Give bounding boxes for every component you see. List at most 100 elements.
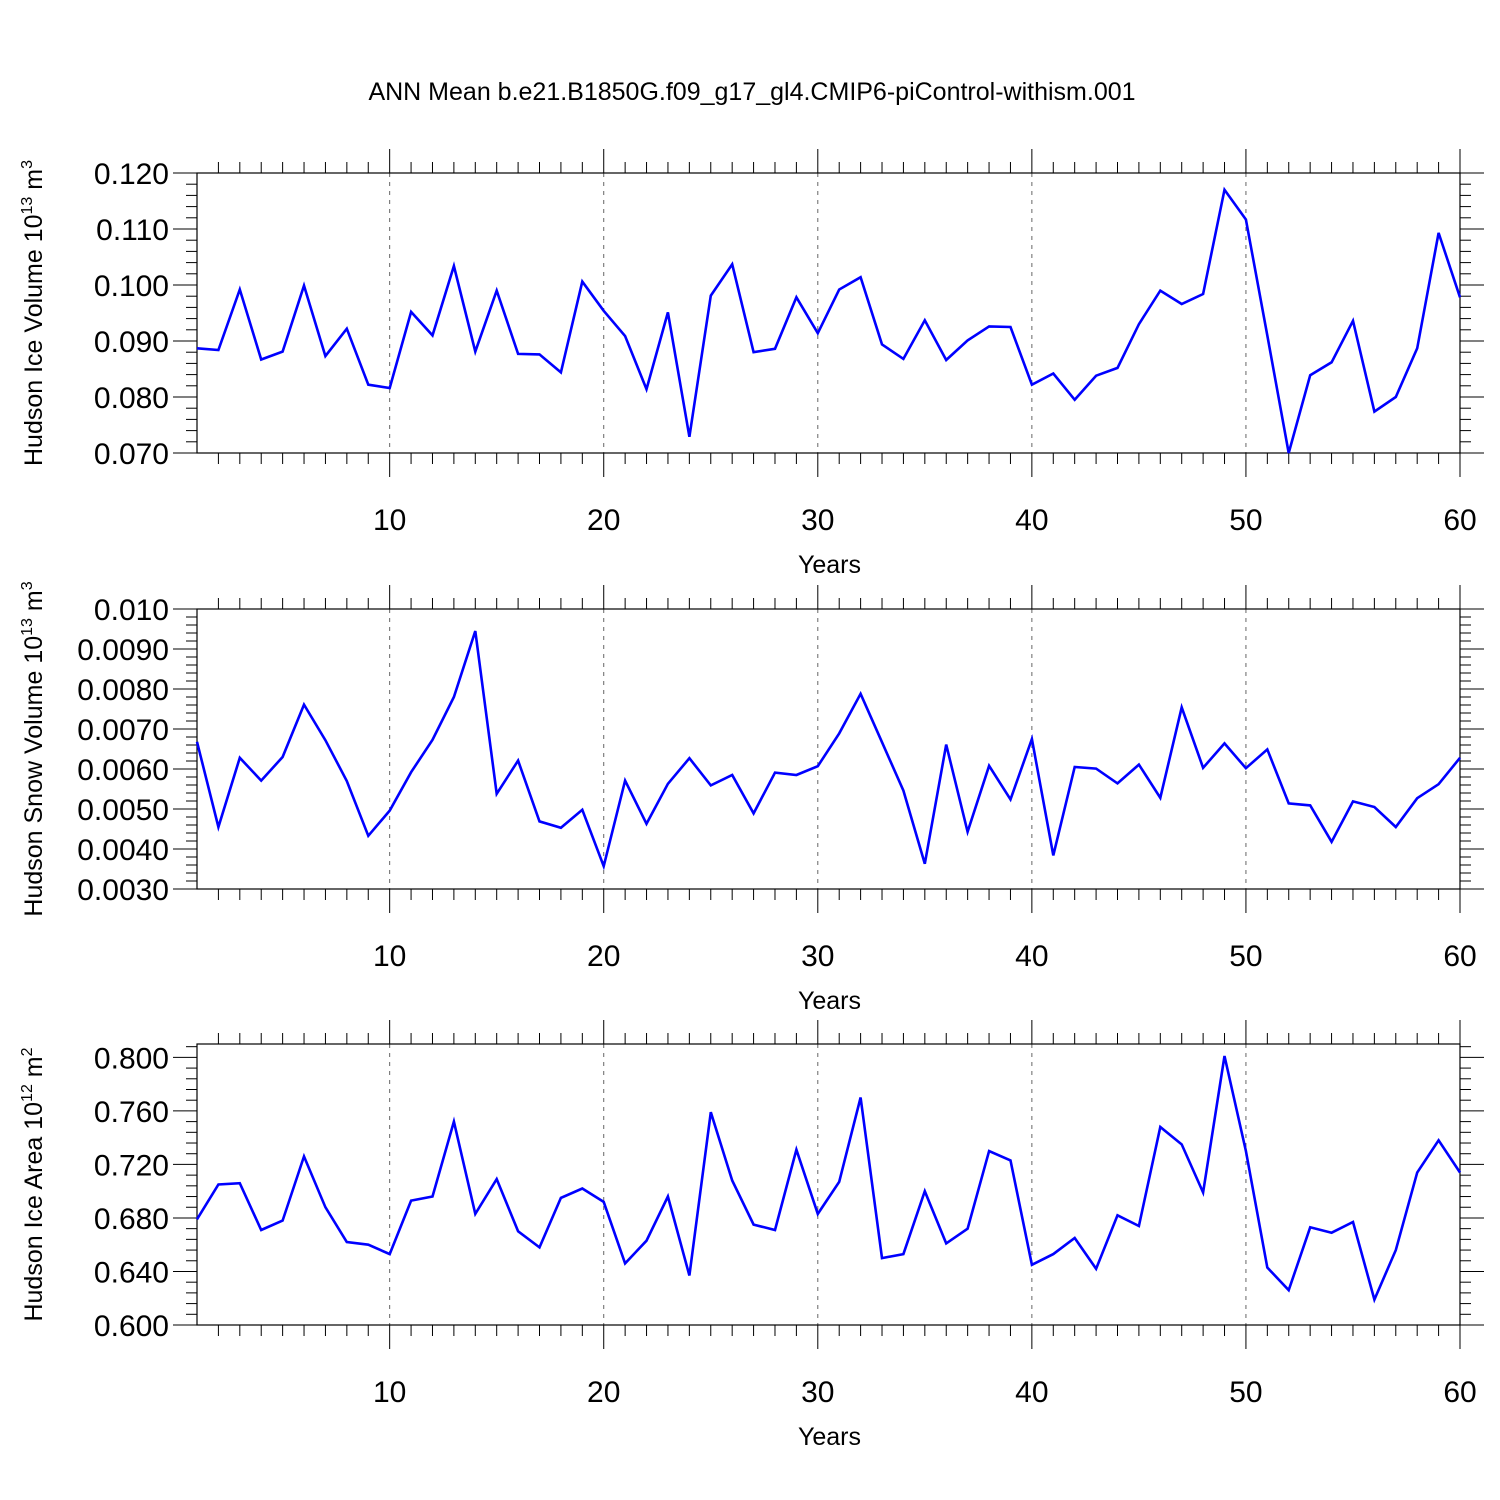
y-tick-label: 0.100 bbox=[94, 270, 169, 303]
y-axis-title-unit: m bbox=[20, 1056, 48, 1084]
data-point bbox=[623, 779, 627, 783]
data-point bbox=[259, 1228, 263, 1232]
x-tick-label: 40 bbox=[1015, 504, 1048, 537]
data-point bbox=[794, 1148, 798, 1152]
data-point bbox=[516, 759, 520, 763]
data-point bbox=[987, 324, 991, 328]
data-point bbox=[1115, 781, 1119, 785]
data-point bbox=[1394, 825, 1398, 829]
data-point bbox=[730, 262, 734, 266]
data-point bbox=[816, 764, 820, 768]
x-axis-title: Years bbox=[798, 987, 861, 1015]
data-point bbox=[837, 731, 841, 735]
x-tick-label: 10 bbox=[373, 504, 406, 537]
data-point bbox=[345, 327, 349, 331]
data-point bbox=[345, 779, 349, 783]
data-point bbox=[1223, 1054, 1227, 1058]
data-point bbox=[709, 1110, 713, 1114]
data-point bbox=[430, 333, 434, 337]
data-point bbox=[1137, 322, 1141, 326]
data-point bbox=[901, 357, 905, 361]
data-point bbox=[1094, 374, 1098, 378]
data-point bbox=[1372, 1298, 1376, 1302]
data-point bbox=[687, 1273, 691, 1277]
x-tick-label: 30 bbox=[801, 504, 834, 537]
y-tick-label: 0.080 bbox=[94, 382, 169, 415]
data-point bbox=[516, 1229, 520, 1233]
data-point bbox=[752, 811, 756, 815]
data-point bbox=[602, 309, 606, 313]
chart-panel-1: 10 20 30 40 50 60 0.070 0.080 0.090 0.100 0.110 0.1… bbox=[19, 149, 1484, 579]
y-tick-label: 0.0060 bbox=[77, 754, 169, 787]
y-tick-label: 0.0070 bbox=[77, 714, 169, 747]
data-point bbox=[944, 1241, 948, 1245]
data-point bbox=[666, 782, 670, 786]
data-point bbox=[1394, 395, 1398, 399]
data-point bbox=[259, 357, 263, 361]
x-tick-label: 20 bbox=[587, 1376, 620, 1409]
data-point bbox=[1330, 360, 1334, 364]
y-axis-title-text: Hudson Snow Volume 10 bbox=[20, 636, 48, 917]
data-point bbox=[1094, 1267, 1098, 1271]
data-point bbox=[901, 789, 905, 793]
data-point bbox=[216, 348, 220, 352]
data-point bbox=[538, 352, 542, 356]
data-point bbox=[1458, 756, 1462, 760]
plot-frame bbox=[196, 1043, 1461, 1326]
data-point bbox=[538, 819, 542, 823]
data-point bbox=[773, 347, 777, 351]
y-axis-title-unit: m bbox=[20, 590, 48, 618]
data-point bbox=[837, 1180, 841, 1184]
data-point bbox=[752, 350, 756, 354]
data-point bbox=[1158, 289, 1162, 293]
data-point bbox=[1115, 366, 1119, 370]
data-point bbox=[666, 310, 670, 314]
data-point bbox=[388, 1252, 392, 1256]
data-point bbox=[1030, 383, 1034, 387]
y-tick-label: 0.720 bbox=[94, 1149, 169, 1182]
data-point bbox=[1287, 1288, 1291, 1292]
y-axis-title-unit: m bbox=[20, 169, 48, 197]
data-point bbox=[1308, 1225, 1312, 1229]
data-point bbox=[1287, 801, 1291, 805]
data-point bbox=[923, 318, 927, 322]
data-point bbox=[302, 284, 306, 288]
data-point bbox=[302, 1154, 306, 1158]
main-title: ANN Mean b.e21.B1850G.f09_g17_gl4.CMIP6-… bbox=[368, 78, 1135, 106]
y-tick-label: 0.0050 bbox=[77, 794, 169, 827]
data-point bbox=[645, 387, 649, 391]
data-point bbox=[1437, 782, 1441, 786]
data-point bbox=[430, 738, 434, 742]
data-point bbox=[495, 1177, 499, 1181]
data-point bbox=[238, 287, 242, 291]
y-axis-title-text: Hudson Ice Volume 10 bbox=[20, 214, 48, 466]
data-point bbox=[1415, 796, 1419, 800]
data-point bbox=[1008, 797, 1012, 801]
data-point bbox=[666, 1195, 670, 1199]
data-point bbox=[345, 1240, 349, 1244]
data-point bbox=[281, 1219, 285, 1223]
data-point bbox=[1201, 766, 1205, 770]
x-tick-label: 40 bbox=[1015, 940, 1048, 973]
data-point bbox=[1094, 767, 1098, 771]
data-point bbox=[1458, 295, 1462, 299]
data-point bbox=[944, 358, 948, 362]
data-point bbox=[452, 695, 456, 699]
data-point bbox=[388, 809, 392, 813]
y-tick-label: 0.800 bbox=[94, 1042, 169, 1075]
x-tick-label: 20 bbox=[587, 504, 620, 537]
data-point bbox=[687, 756, 691, 760]
data-point bbox=[1073, 765, 1077, 769]
data-point bbox=[580, 280, 584, 284]
series-line bbox=[195, 1055, 1462, 1304]
y-axis-title-unit-exponent: 2 bbox=[19, 1047, 36, 1056]
y-tick-label: 0.0090 bbox=[77, 634, 169, 667]
data-point bbox=[216, 1183, 220, 1187]
data-point bbox=[473, 1212, 477, 1216]
data-point bbox=[473, 629, 477, 633]
data-point bbox=[366, 383, 370, 387]
data-point bbox=[452, 264, 456, 268]
data-point bbox=[966, 830, 970, 834]
data-point bbox=[281, 350, 285, 354]
